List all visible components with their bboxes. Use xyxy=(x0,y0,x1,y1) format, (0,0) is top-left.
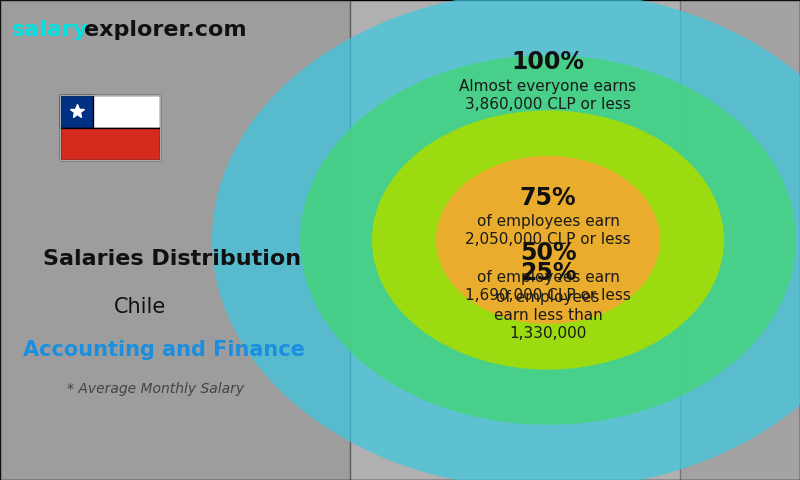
Text: 100%: 100% xyxy=(511,50,585,74)
Text: salary: salary xyxy=(12,20,88,40)
Text: 25%: 25% xyxy=(520,261,576,285)
FancyBboxPatch shape xyxy=(60,95,94,128)
Text: Chile: Chile xyxy=(114,297,166,317)
Text: Accounting and Finance: Accounting and Finance xyxy=(23,340,305,360)
Text: of employees: of employees xyxy=(496,290,600,305)
Text: Almost everyone earns: Almost everyone earns xyxy=(459,79,637,94)
Ellipse shape xyxy=(436,156,660,324)
FancyBboxPatch shape xyxy=(0,0,350,480)
Text: 75%: 75% xyxy=(520,186,576,210)
Text: Salaries Distribution: Salaries Distribution xyxy=(43,249,301,269)
Text: earn less than: earn less than xyxy=(494,308,602,323)
Text: of employees earn: of employees earn xyxy=(477,270,619,285)
Text: 1,690,000 CLP or less: 1,690,000 CLP or less xyxy=(465,288,631,302)
Text: explorer.com: explorer.com xyxy=(84,20,246,40)
Text: 1,330,000: 1,330,000 xyxy=(510,326,586,341)
Text: of employees earn: of employees earn xyxy=(477,215,619,229)
Text: 50%: 50% xyxy=(520,241,576,265)
FancyBboxPatch shape xyxy=(60,95,160,128)
Text: 2,050,000 CLP or less: 2,050,000 CLP or less xyxy=(465,232,631,248)
Text: 3,860,000 CLP or less: 3,860,000 CLP or less xyxy=(465,97,631,112)
FancyBboxPatch shape xyxy=(60,128,160,160)
FancyBboxPatch shape xyxy=(680,0,800,480)
Ellipse shape xyxy=(300,55,796,425)
Text: * Average Monthly Salary: * Average Monthly Salary xyxy=(67,382,245,396)
Ellipse shape xyxy=(372,110,724,370)
Ellipse shape xyxy=(212,0,800,480)
